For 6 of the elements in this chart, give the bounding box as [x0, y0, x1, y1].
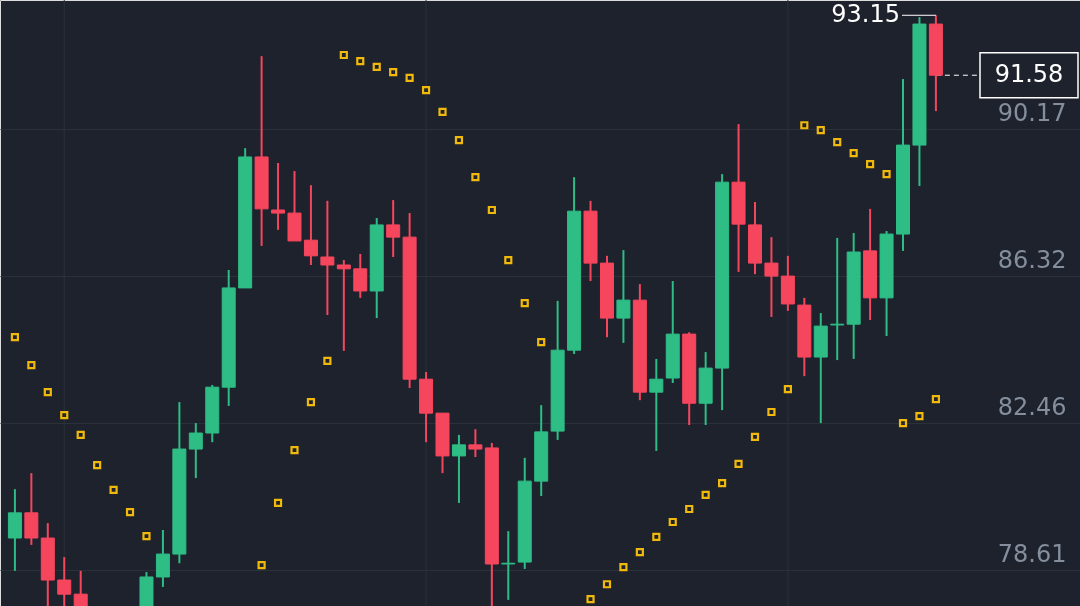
y-tick-label: 90.17 [997, 98, 1067, 127]
y-tick-label: 86.32 [997, 245, 1067, 274]
ref-line-label: 91.58 [994, 60, 1064, 89]
y-tick-label: 82.46 [997, 392, 1067, 421]
annotation: 93.15 [831, 0, 900, 29]
y-tick-label: 78.61 [997, 539, 1067, 568]
